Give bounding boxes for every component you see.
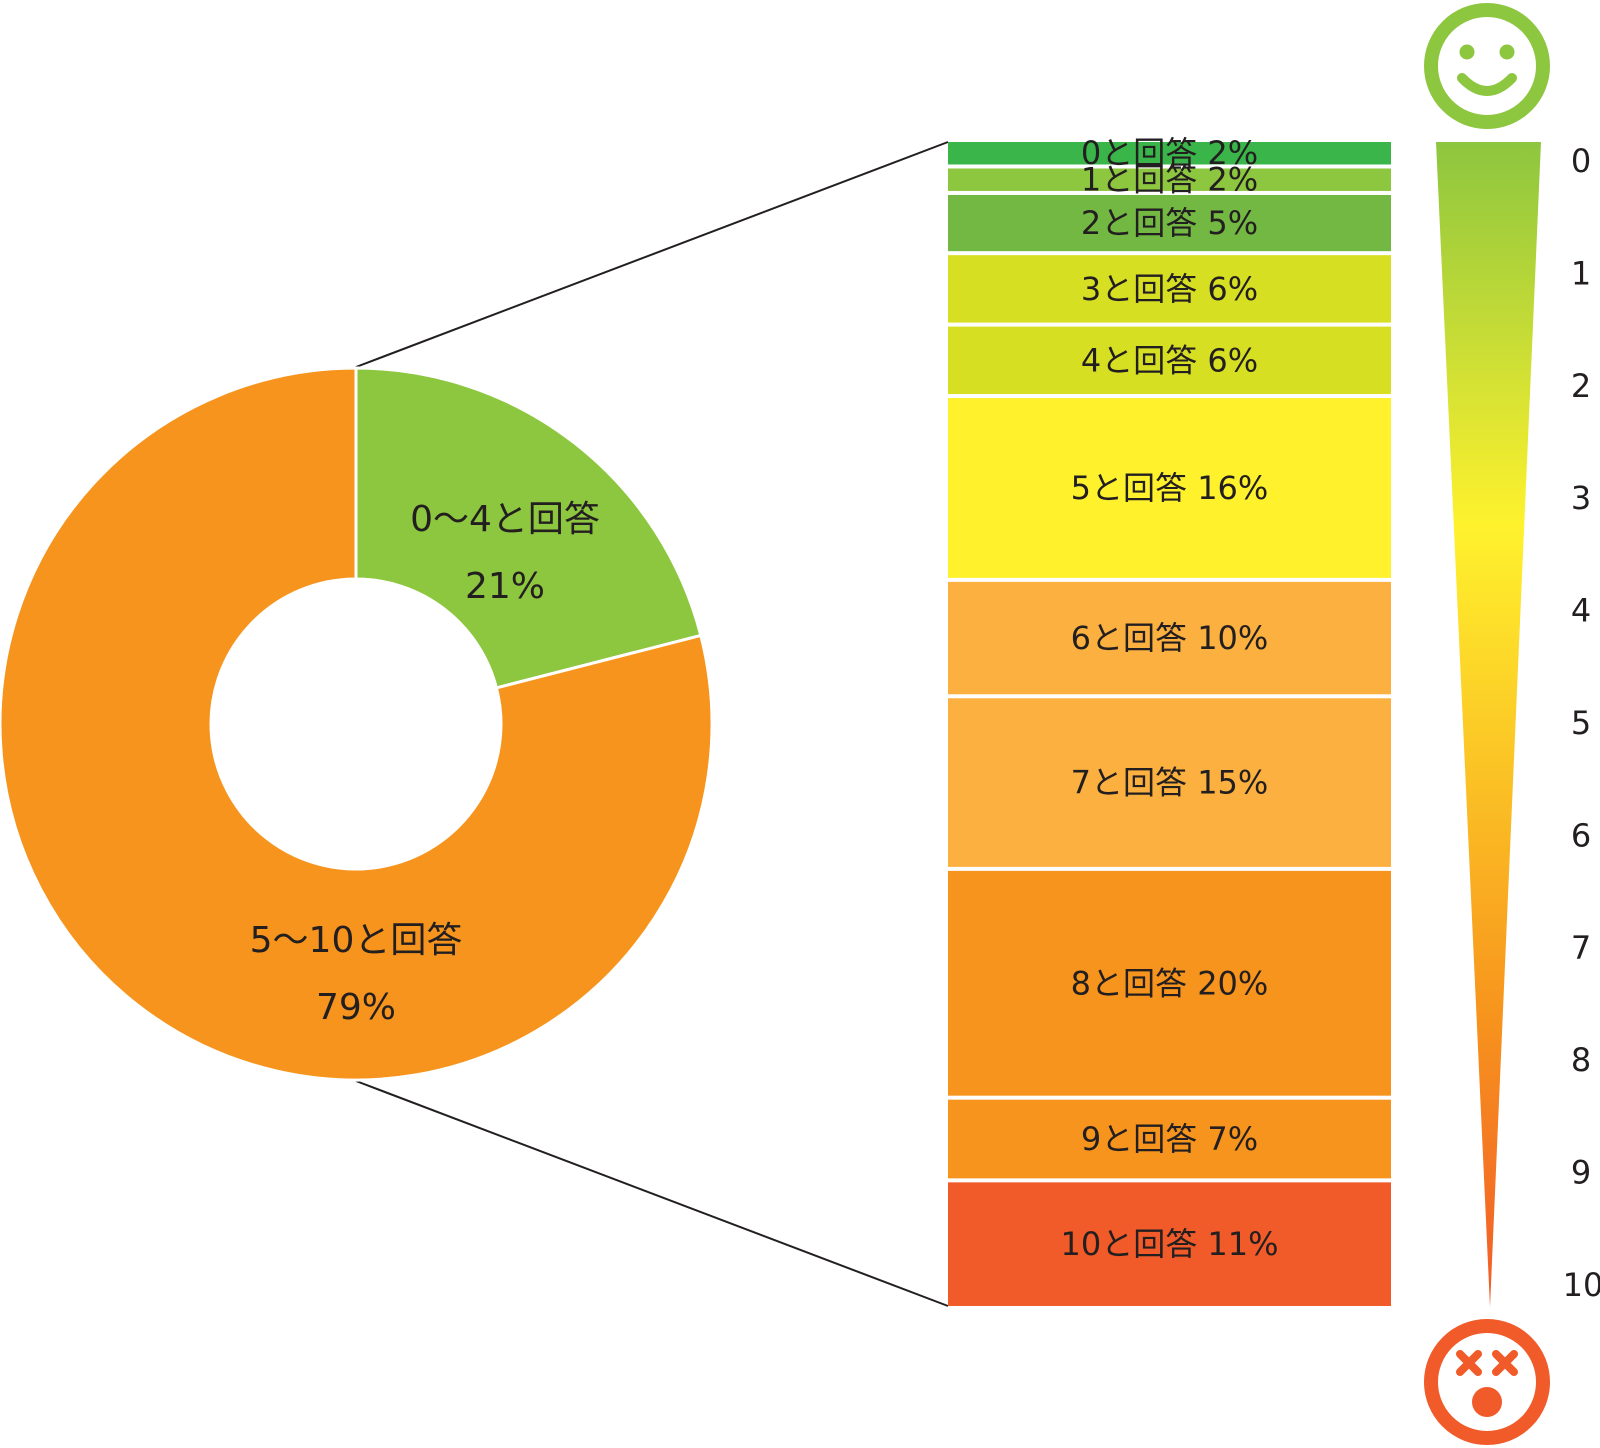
bar-label-5: 5と回答 16% [1071,469,1269,507]
bar-label-2: 2と回答 5% [1081,204,1258,242]
bar-label-4: 4と回答 6% [1081,341,1258,379]
scale-tick-1: 1 [1571,254,1591,292]
scale-tick-6: 6 [1571,816,1591,854]
scale-ticks: 0 1 2 3 4 5 6 7 8 9 10 [1563,142,1600,1304]
donut-labels: 0〜4と回答 21% 5〜10と回答 79% [250,499,600,1028]
bar-segment-4 [948,326,1391,395]
scale-tick-9: 9 [1571,1154,1591,1192]
scale-tick-5: 5 [1571,704,1591,742]
bar-label-10: 10と回答 11% [1060,1225,1278,1263]
donut-label-high-title: 5〜10と回答 [250,920,463,961]
bar-segment-6 [948,581,1391,695]
donut-chart [0,366,714,1082]
donut-label-low-value: 21% [465,566,545,607]
connector-lines [355,141,949,1307]
bar-segment-3 [948,255,1391,323]
bar-label-0: 0と回答 2% [1081,134,1258,172]
scale-wedge [1436,142,1541,1307]
dizzy-face-icon [1424,1319,1550,1445]
donut-label-low-title: 0〜4と回答 [410,499,600,540]
scale-tick-3: 3 [1571,479,1591,517]
bar-label-3: 3と回答 6% [1081,270,1258,308]
bar-segment-8 [948,870,1391,1096]
donut-slice-0 [354,366,703,690]
scale-tick-7: 7 [1571,929,1591,967]
bar-label-9: 9と回答 7% [1081,1120,1258,1158]
bar-segment-0 [948,142,1391,165]
scale-tick-4: 4 [1571,592,1591,630]
bar-segment-1 [948,168,1391,191]
scale: 0 1 2 3 4 5 6 7 8 9 10 [1424,3,1600,1445]
donut-slice-1 [0,366,714,1082]
bar-label-6: 6と回答 10% [1071,619,1269,657]
smiley-face-icon [1424,3,1550,129]
connector-line-top [355,141,949,368]
stacked-bar: 0と回答 2%1と回答 2% 2と回答 5% 3と回答 6% 4と回答 6% 5と回答 … [948,134,1391,1306]
bar-label-1: 1と回答 2% [1081,161,1258,199]
bar-segment-10 [948,1182,1391,1306]
scale-tick-2: 2 [1571,367,1591,405]
scale-tick-10: 10 [1563,1266,1600,1304]
bar-segment-9 [948,1099,1391,1179]
bar-segment-7 [948,698,1391,867]
bar-segment-5 [948,398,1391,578]
scale-tick-0: 0 [1571,142,1591,180]
donut-label-high-value: 79% [316,987,396,1028]
bar-label-8: 8と回答 20% [1071,964,1269,1002]
scale-tick-8: 8 [1571,1041,1591,1079]
bar-segment-2 [948,194,1391,252]
bar-label-7: 7と回答 15% [1071,764,1269,802]
connector-line-bottom [355,1080,949,1307]
